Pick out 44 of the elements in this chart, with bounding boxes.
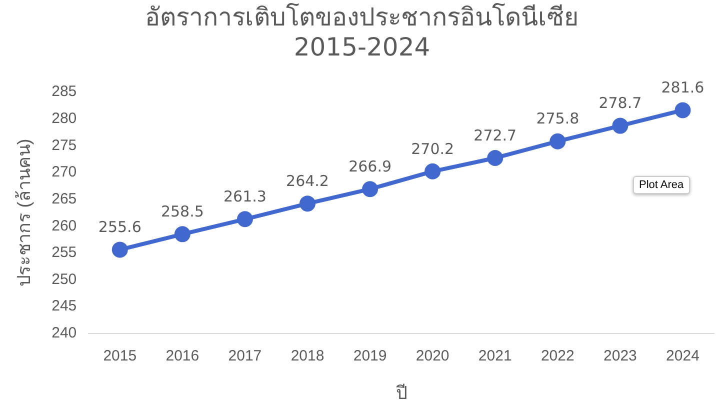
point (674, 102, 691, 118)
x-tick-label: 2017 (228, 348, 262, 365)
x-tick-label: 2019 (353, 348, 387, 365)
point (174, 226, 190, 242)
x-tick-label: 2022 (540, 348, 574, 365)
point (487, 150, 504, 166)
point (300, 196, 316, 212)
x-tick-label: 2015 (103, 348, 137, 365)
y-tick-label: 250 (52, 270, 77, 288)
data-label: 258.5 (160, 202, 204, 221)
x-tick-label: 2021 (478, 348, 512, 365)
y-tick-label: 245 (52, 298, 77, 315)
y-tick-label: 280 (52, 110, 77, 127)
x-tick-label: 2018 (290, 348, 324, 365)
point (550, 133, 566, 150)
y-tick-label: 260 (52, 217, 77, 234)
point (612, 118, 628, 134)
chart-title: อัตราการเติบโตของประชากรอินโดนีเซีย 2015-2024 (145, 2, 579, 62)
y-tick-label: 275 (52, 136, 77, 154)
data-label: 264.2 (286, 172, 329, 190)
x-tick-label: 2024 (666, 348, 700, 365)
data-label: 272.7 (474, 126, 517, 144)
x-tick-label: 2016 (166, 348, 200, 365)
y-tick-label: 265 (52, 190, 77, 208)
y-tick-label: 240 (52, 324, 77, 342)
data-label: 261.3 (223, 188, 266, 206)
data-label: 281.6 (661, 78, 704, 97)
point (424, 163, 441, 180)
x-tick-label: 2020 (416, 348, 450, 365)
point (236, 211, 253, 228)
y-tick-label: 285 (52, 83, 77, 100)
data-label: 266.9 (348, 157, 392, 176)
annotation: Plot Area (633, 176, 690, 194)
y-tick-label: 270 (52, 164, 77, 181)
data-label: 278.7 (598, 94, 642, 112)
point (112, 242, 128, 258)
y-tick-label: 255 (52, 244, 77, 262)
data-label: 255.6 (98, 218, 142, 236)
point (362, 181, 378, 198)
x-axis-title: ปี (396, 383, 407, 404)
y-axis-title: ประชากร (ล้านคน) (14, 138, 34, 287)
x-tick-label: 2023 (604, 348, 637, 365)
data-label: 275.8 (536, 110, 580, 128)
data-label: 270.2 (411, 140, 454, 158)
